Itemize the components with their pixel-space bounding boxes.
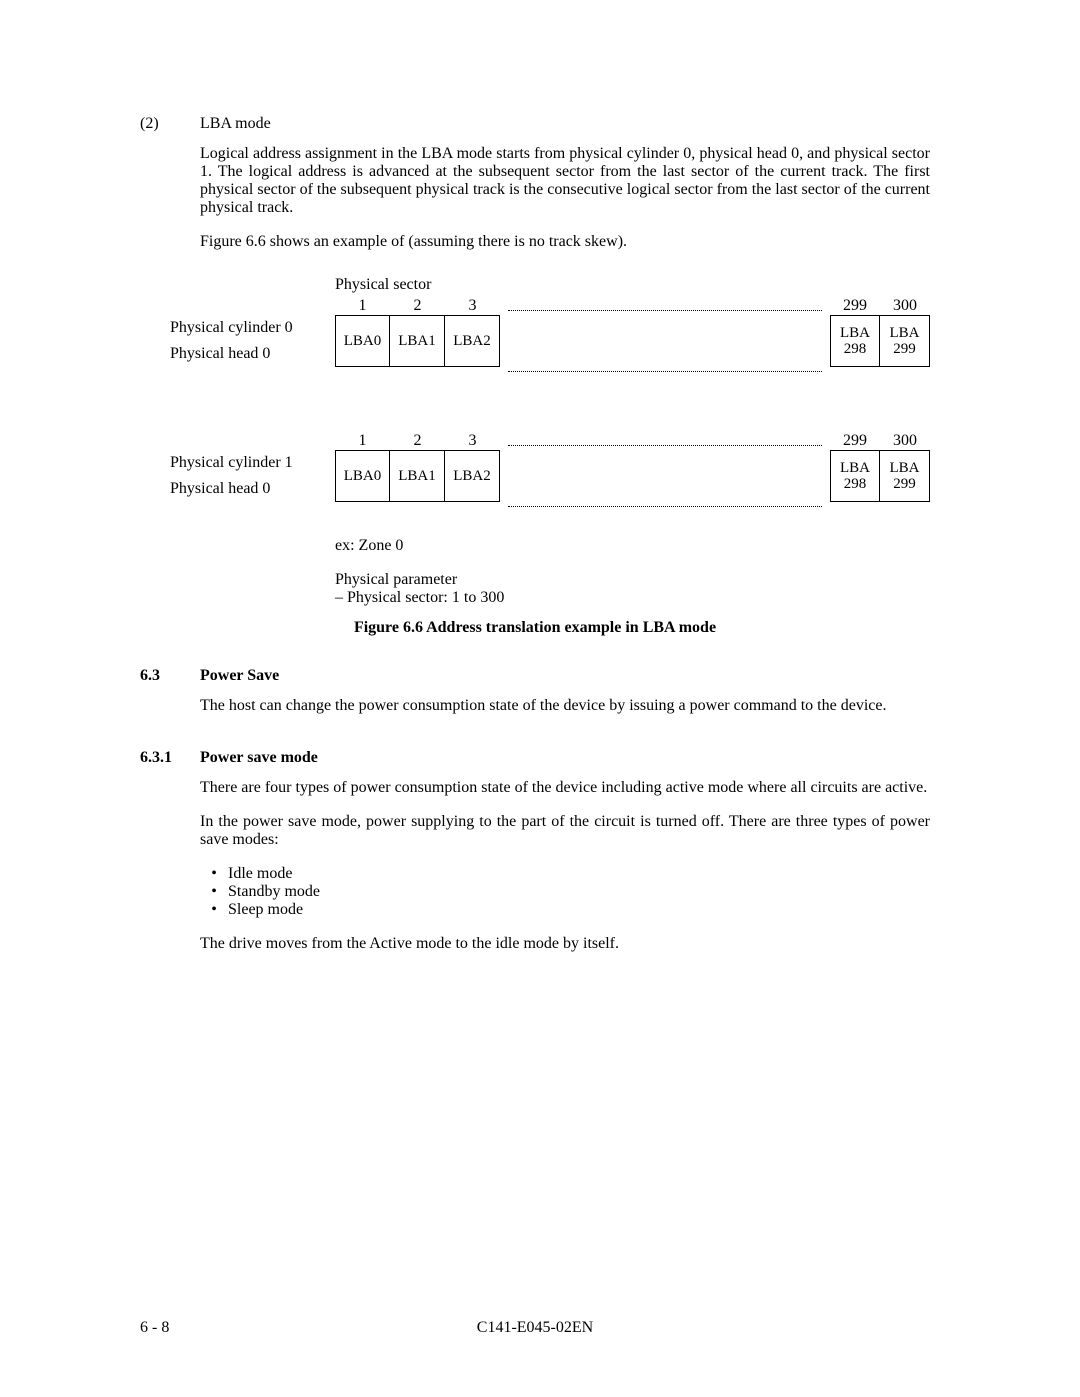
doc-code: C141-E045-02EN [477,1319,593,1337]
section-title: Power Save [200,667,930,685]
lba-cell: LBA1 [390,315,445,367]
page-number: 6 - 8 [140,1319,169,1337]
lba-cell: LBA1 [390,450,445,502]
col-header: 299 [830,432,880,450]
paragraph: There are four types of power consumptio… [200,779,930,797]
bullet-icon: • [200,901,228,919]
diagram-note: Physical parameter [335,571,930,589]
paragraph: The host can change the power consumptio… [200,697,930,715]
diagram-note: – Physical sector: 1 to 300 [335,589,930,607]
col-header: 300 [880,432,930,450]
lba-cell: LBA0 [335,315,390,367]
lba-cell: LBA0 [335,450,390,502]
paragraph: The drive moves from the Active mode to … [200,935,930,953]
list-item: Idle mode [228,865,292,883]
lba-cell: LBA2 [445,450,500,502]
bullet-icon: • [200,883,228,901]
paragraph: In the power save mode, power supplying … [200,813,930,849]
physical-sector-label: Physical sector [335,276,930,294]
lba-diagram: Physical sector 1 2 3 299 300 Physical c… [170,276,930,607]
lba-cell: LBA298 [830,450,880,502]
diagram-note: ex: Zone 0 [335,537,930,555]
section-number: 6.3.1 [140,749,200,767]
col-header: 2 [390,297,445,315]
paragraph: Figure 6.6 shows an example of (assuming… [200,233,930,251]
section-title: Power save mode [200,749,930,767]
list-item: Standby mode [228,883,320,901]
lba-cell: LBA2 [445,315,500,367]
col-header: 299 [830,297,880,315]
lba-cell: LBA299 [880,450,930,502]
bullet-icon: • [200,865,228,883]
row-label: Physical head 0 [170,345,335,363]
row-label: Physical cylinder 0 [170,319,335,337]
lba-cell: LBA298 [830,315,880,367]
col-header: 1 [335,432,390,450]
row-label: Physical cylinder 1 [170,454,335,472]
section-number: 6.3 [140,667,200,685]
paragraph: Logical address assignment in the LBA mo… [200,145,930,217]
bullet-list: •Idle mode •Standby mode •Sleep mode [200,865,930,919]
col-header: 1 [335,297,390,315]
figure-caption: Figure 6.6 Address translation example i… [140,619,930,637]
col-header: 300 [880,297,930,315]
item-number: (2) [140,115,200,133]
col-header: 2 [390,432,445,450]
col-header: 3 [445,297,500,315]
list-item: Sleep mode [228,901,303,919]
lba-cell: LBA299 [880,315,930,367]
item-label: LBA mode [200,115,930,133]
col-header: 3 [445,432,500,450]
row-label: Physical head 0 [170,480,335,498]
